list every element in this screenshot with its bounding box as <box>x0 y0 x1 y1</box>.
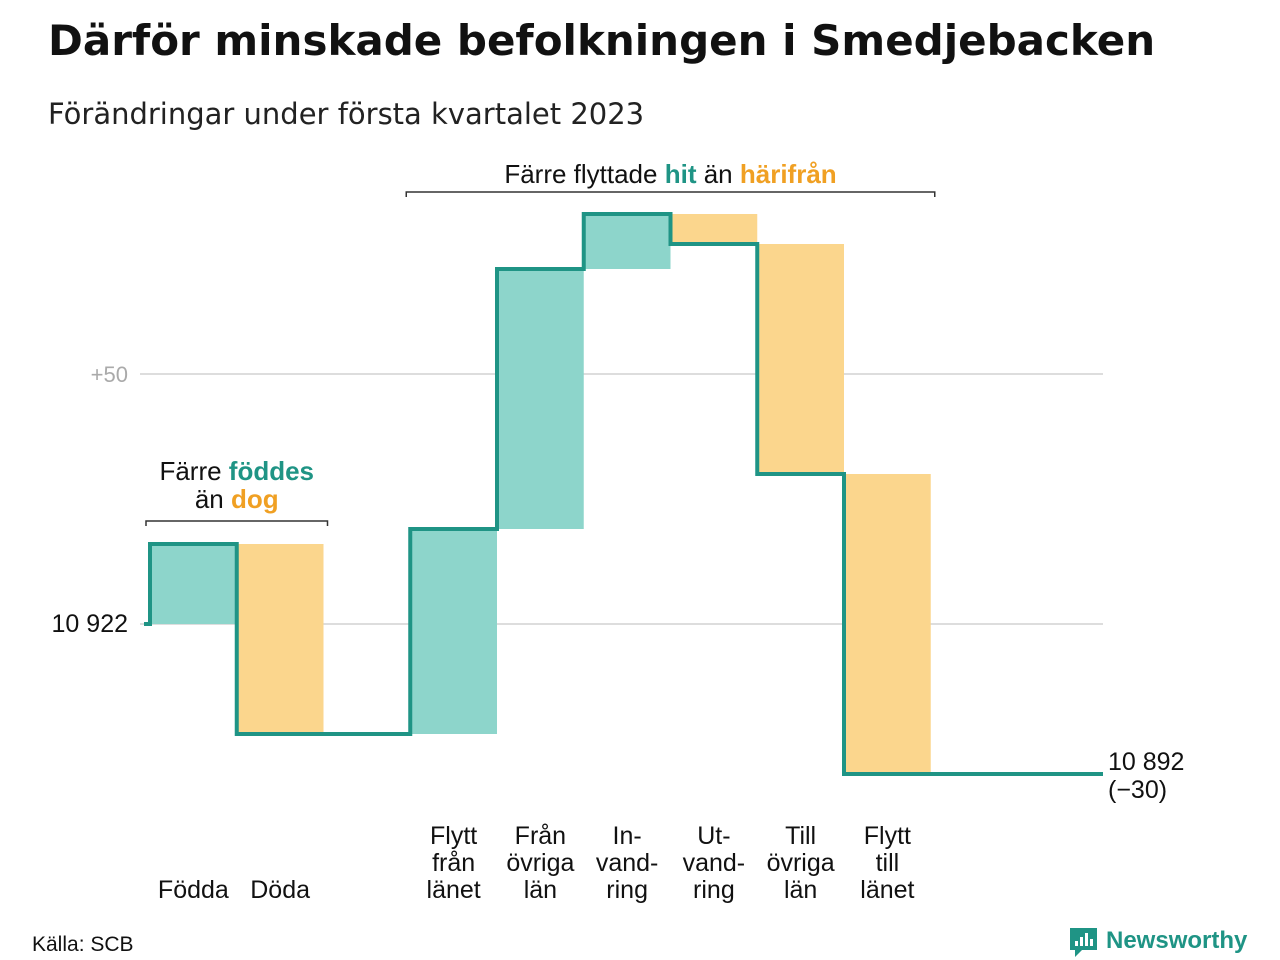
category-label-2-2: länet <box>427 876 481 904</box>
annotation-0-line2-part-1: dog <box>231 484 279 514</box>
newsworthy-brand: Newsworthy <box>1106 927 1248 954</box>
category-label-2-1: från <box>432 849 475 877</box>
annotation-0-bracket <box>145 520 329 526</box>
bar-1 <box>236 544 324 734</box>
bar-7 <box>844 474 931 774</box>
category-label-6-2: län <box>784 876 817 904</box>
chart-title: Därför minskade befolkningen i Smedjebac… <box>48 16 1155 65</box>
chart-subtitle: Förändringar under första kvartalet 2023 <box>48 97 644 131</box>
bar-0 <box>150 544 237 624</box>
category-label-2-0: Flytt <box>430 822 477 850</box>
category-label-4-0: In- <box>613 822 642 850</box>
annotation-0-line1-part-0: Färre <box>159 456 228 486</box>
category-label-7-1: till <box>876 849 900 877</box>
newsworthy-logo-icon <box>1070 928 1097 957</box>
annotation-1-line1: Färre flyttade hit än härifrån <box>504 159 836 189</box>
annotation-1-line1-part-1: hit <box>665 159 697 189</box>
step-line-group <box>144 212 1103 776</box>
bar-5 <box>670 214 758 244</box>
annotation-1-line1-part-2: än <box>696 159 739 189</box>
category-label-7-2: länet <box>860 876 914 904</box>
value-labels: 10 922 10 892(−30) <box>52 610 1185 804</box>
category-label-7-0: Flytt <box>864 822 911 850</box>
y-tick-label-1: +50 <box>91 362 128 387</box>
step-line <box>144 212 1103 776</box>
bars <box>150 214 931 774</box>
bar-3 <box>497 269 584 529</box>
category-label-5-2: ring <box>693 876 735 904</box>
annotation-1-bracket <box>405 191 936 197</box>
annotation-1-line1-part-3: härifrån <box>740 159 837 189</box>
category-label-1-0: Döda <box>250 876 310 904</box>
bar-2 <box>410 529 497 734</box>
annotation-1-line1-part-0: Färre flyttade <box>504 159 664 189</box>
annotation-0-line1: Färre föddes <box>159 456 314 486</box>
category-label-6-1: övriga <box>767 849 835 877</box>
newsworthy-logo: Newsworthy <box>1070 927 1248 957</box>
source-note: Källa: SCB <box>32 933 134 956</box>
category-label-6-0: Till <box>785 822 816 850</box>
end-change-label: (−30) <box>1108 776 1167 804</box>
category-label-5-0: Ut- <box>697 822 730 850</box>
category-label-3-2: län <box>524 876 557 904</box>
category-label-3-0: Från <box>515 822 566 850</box>
category-label-0-0: Födda <box>158 876 229 904</box>
category-label-4-2: ring <box>606 876 648 904</box>
bar-6 <box>757 244 844 474</box>
annotation-0-line2: än dog <box>195 484 279 514</box>
annotation-0-line1-part-1: föddes <box>229 456 314 486</box>
category-label-5-1: vand- <box>683 849 746 877</box>
bar-4 <box>583 214 671 269</box>
end-value-label: 10 892 <box>1108 748 1184 776</box>
category-label-3-1: övriga <box>506 849 574 877</box>
category-labels: Födda DödaFlyttfrånlänetFrånövrigalänIn-v… <box>158 822 915 904</box>
category-label-4-1: vand- <box>596 849 659 877</box>
annotation-0-line2-part-0: än <box>195 484 231 514</box>
start-value-label: 10 922 <box>52 610 128 638</box>
